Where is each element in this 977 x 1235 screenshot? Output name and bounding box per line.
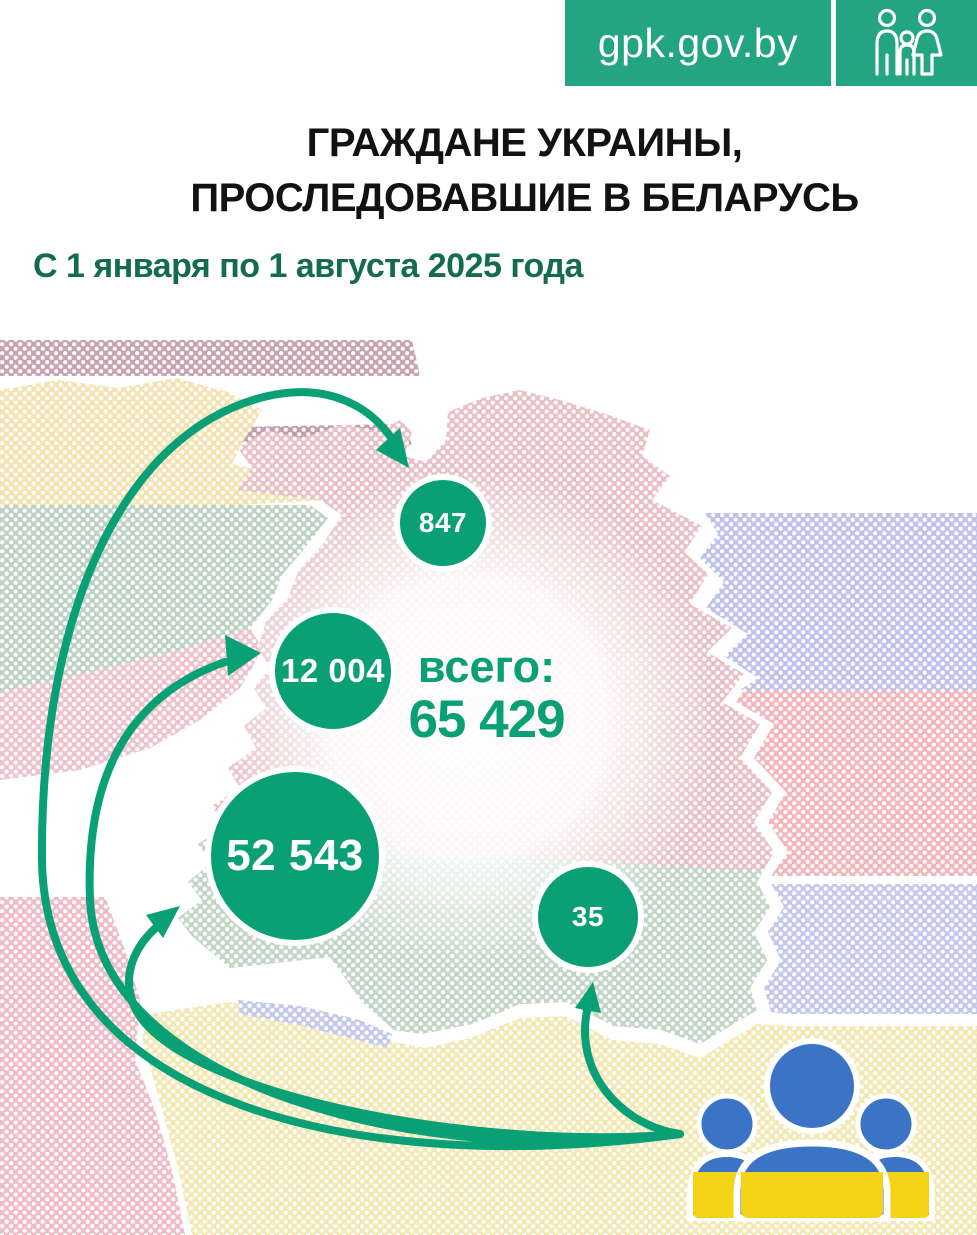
bubble-12004: 12 004 [269, 607, 397, 735]
bubble-847: 847 [394, 474, 492, 572]
header-icon-box [836, 0, 977, 86]
bubble-35-value: 35 [571, 901, 605, 932]
total-label: всего: [417, 641, 556, 692]
ukraine-people-icon [687, 1038, 935, 1222]
bubble-847-value: 847 [418, 507, 468, 538]
arrowhead-35 [575, 982, 601, 1013]
date-range-subtitle: С 1 января по 1 августа 2025 года [33, 247, 583, 285]
arrowhead-12004 [225, 635, 261, 676]
arrow-to-52543 [125, 920, 684, 1142]
header-site-box: gpk.gov.by [565, 0, 831, 86]
arrowhead-52543 [146, 906, 180, 938]
belarus-map [0, 330, 977, 1235]
arrow-to-847 [37, 388, 684, 1150]
bubble-12004-value: 12 004 [281, 652, 385, 689]
site-url[interactable]: gpk.gov.by [597, 19, 799, 66]
bubble-35: 35 [532, 861, 644, 973]
total-block: всего: 65 429 [374, 642, 599, 748]
arrow-to-12004 [85, 658, 684, 1146]
bubble-52543-value: 52 543 [226, 831, 364, 880]
page-title: ГРАЖДАНЕ УКРАИНЫ, ПРОСЛЕДОВАВШИЕ В БЕЛАР… [72, 116, 977, 226]
arrow-to-35 [580, 1002, 684, 1138]
family-icon [874, 8, 943, 76]
bubble-52543: 52 543 [205, 766, 385, 946]
person-center [733, 1038, 891, 1222]
arrowhead-847 [376, 428, 409, 468]
flow-arrows [37, 388, 684, 1150]
title-line-1: ГРАЖДАНЕ УКРАИНЫ, [306, 121, 743, 165]
title-line-2: ПРОСЛЕДОВАВШИЕ В БЕЛАРУСЬ [190, 176, 859, 220]
map-canvas [0, 340, 977, 1235]
total-value: 65 429 [408, 690, 565, 749]
